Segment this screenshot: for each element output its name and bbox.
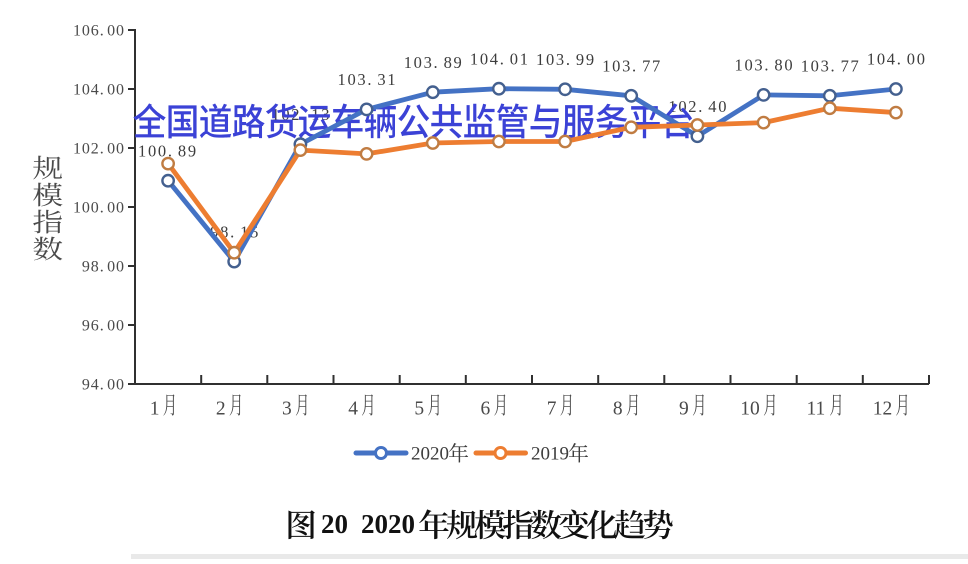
svg-text:6: 6	[481, 399, 491, 420]
svg-text:98.00: 98. 00	[82, 259, 125, 276]
svg-text:8: 8	[613, 399, 623, 420]
svg-text:7: 7	[547, 399, 557, 420]
svg-text:106.00: 106. 00	[73, 23, 125, 40]
svg-text:3: 3	[282, 399, 292, 420]
svg-text:104.00: 104. 00	[73, 82, 125, 99]
svg-text:2020: 2020	[361, 509, 415, 539]
svg-text:2: 2	[216, 399, 226, 420]
svg-text:2020: 2020	[411, 444, 449, 465]
svg-text:4: 4	[348, 399, 358, 420]
svg-text:9: 9	[679, 399, 689, 420]
svg-text:96.00: 96. 00	[82, 318, 125, 335]
svg-text:103.31: 103. 31	[338, 70, 398, 89]
svg-text:100.00: 100. 00	[73, 200, 125, 217]
svg-text:11: 11	[807, 399, 826, 420]
svg-text:94.00: 94. 00	[82, 377, 125, 394]
svg-text:20: 20	[321, 509, 348, 539]
svg-text:102.00: 102. 00	[73, 141, 125, 158]
svg-text:103.89: 103. 89	[404, 53, 464, 72]
svg-text:104.00: 104. 00	[867, 50, 927, 69]
svg-text:100.89: 100. 89	[138, 142, 198, 161]
svg-text:1: 1	[150, 399, 160, 420]
svg-text:10: 10	[740, 399, 760, 420]
svg-text:103.77: 103. 77	[602, 57, 662, 76]
svg-text:104.01: 104. 01	[470, 49, 530, 68]
svg-text:12: 12	[873, 399, 893, 420]
svg-text:2019: 2019	[531, 444, 569, 465]
svg-text:103.80: 103. 80	[735, 56, 795, 75]
svg-text:5: 5	[414, 399, 424, 420]
svg-text:103.99: 103. 99	[536, 50, 596, 69]
svg-text:102.40: 102. 40	[668, 97, 728, 116]
svg-text:103.77: 103. 77	[801, 57, 861, 76]
